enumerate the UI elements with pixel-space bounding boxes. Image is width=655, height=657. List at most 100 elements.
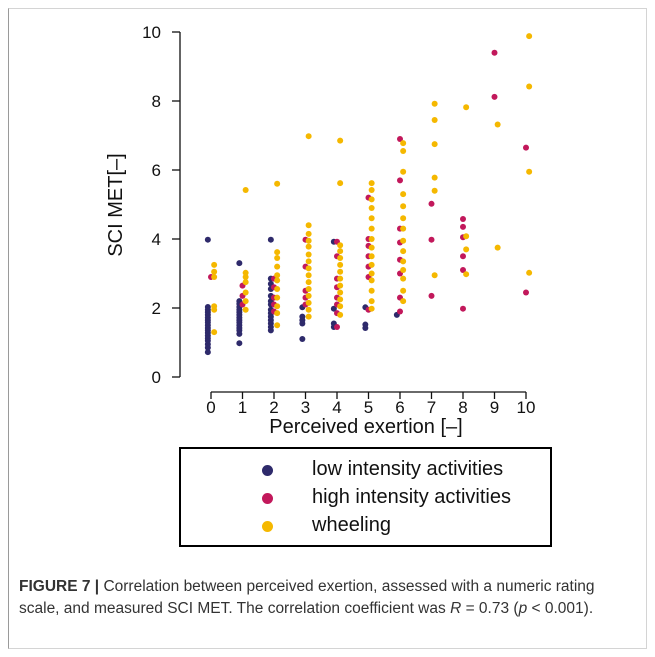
data-point [368,204,375,211]
data-point [368,305,375,312]
legend-item-high-intensity: high intensity activities [181,485,550,513]
data-point [337,282,344,289]
x-tick-label: 4 [332,398,341,417]
data-point [400,248,407,255]
data-point [368,298,375,305]
data-point [299,336,306,343]
data-point [368,277,375,284]
data-points [204,33,533,356]
data-point [274,286,281,293]
legend-item-low-intensity: low intensity activities [181,457,550,485]
data-point [337,303,344,310]
data-point [242,187,249,194]
data-point [204,349,211,356]
x-axis-label: Perceived exertion [–] [269,416,462,438]
data-point [526,269,533,276]
data-point [305,286,312,293]
data-point [305,292,312,299]
y-axis-label: SCI MET[–] [105,153,127,256]
caption-p-symbol: p [518,600,528,617]
data-point [242,273,249,280]
data-point [491,49,498,56]
data-point [305,243,312,250]
data-point [460,253,466,260]
data-point [460,305,466,312]
x-tick-label: 9 [490,398,499,417]
legend-label: low intensity activities [312,458,504,480]
data-point [526,168,533,175]
data-point [460,215,466,222]
data-point [211,261,218,268]
data-point [397,135,403,142]
data-point [400,148,407,155]
data-point [211,268,218,275]
x-tick-label: 2 [269,398,278,417]
figure-frame [8,8,647,649]
y-tick-label: 2 [152,299,161,318]
data-point [368,215,375,222]
data-point [274,249,281,256]
data-point [400,287,407,294]
data-point [431,272,438,279]
x-tick-label: 7 [427,398,436,417]
data-point [428,236,435,243]
data-point [400,298,407,305]
data-point [337,137,344,144]
data-point [463,271,470,278]
data-point [305,279,312,286]
x-tick-label: 1 [238,398,247,417]
data-point [368,187,375,194]
data-point [368,270,375,277]
data-point [400,191,407,198]
data-point [362,321,369,328]
data-point [305,237,312,244]
data-point [274,294,281,301]
data-point [428,292,435,299]
x-tick-label: 0 [206,398,215,417]
data-point [305,299,312,306]
data-point [305,251,312,258]
data-point [368,287,375,294]
data-point [305,272,312,279]
data-point [204,303,211,310]
legend-label: wheeling [312,514,391,536]
data-point [267,236,274,243]
data-point [463,104,470,111]
series-1 [208,49,529,330]
caption-r-symbol: R [450,600,462,617]
data-point [400,168,407,175]
data-point [305,313,312,320]
y-tick-label: 0 [152,368,161,387]
caption-text: < 0.001). [527,600,594,617]
data-point [305,133,312,140]
data-point [526,83,533,90]
data-point [337,268,344,275]
data-point [299,313,306,320]
caption-label: FIGURE 7 | [19,578,100,595]
data-point [242,289,249,296]
y-tick-label: 8 [152,92,161,111]
data-point [274,272,281,279]
data-point [337,180,344,187]
data-point [337,242,344,249]
axes [172,31,527,399]
data-point [368,225,375,232]
data-point [337,248,344,255]
data-point [274,180,281,187]
scatter-chart: 0 2 4 6 8 10 0 1 2 3 4 5 6 7 8 9 10 Perceived exertion [… [105,23,535,438]
figure-caption: FIGURE 7 | Correlation between perceived… [19,576,639,620]
data-point [460,223,466,230]
legend-marker [262,493,273,504]
data-point [431,116,438,123]
data-point [337,254,344,261]
data-point [236,340,243,347]
data-point [400,215,407,222]
data-point [337,261,344,268]
data-point [305,265,312,272]
data-point [400,267,407,274]
data-point [431,187,438,194]
y-tick-label: 10 [142,23,161,42]
data-point [463,233,470,240]
data-point [305,258,312,265]
x-tick-label: 8 [458,398,467,417]
